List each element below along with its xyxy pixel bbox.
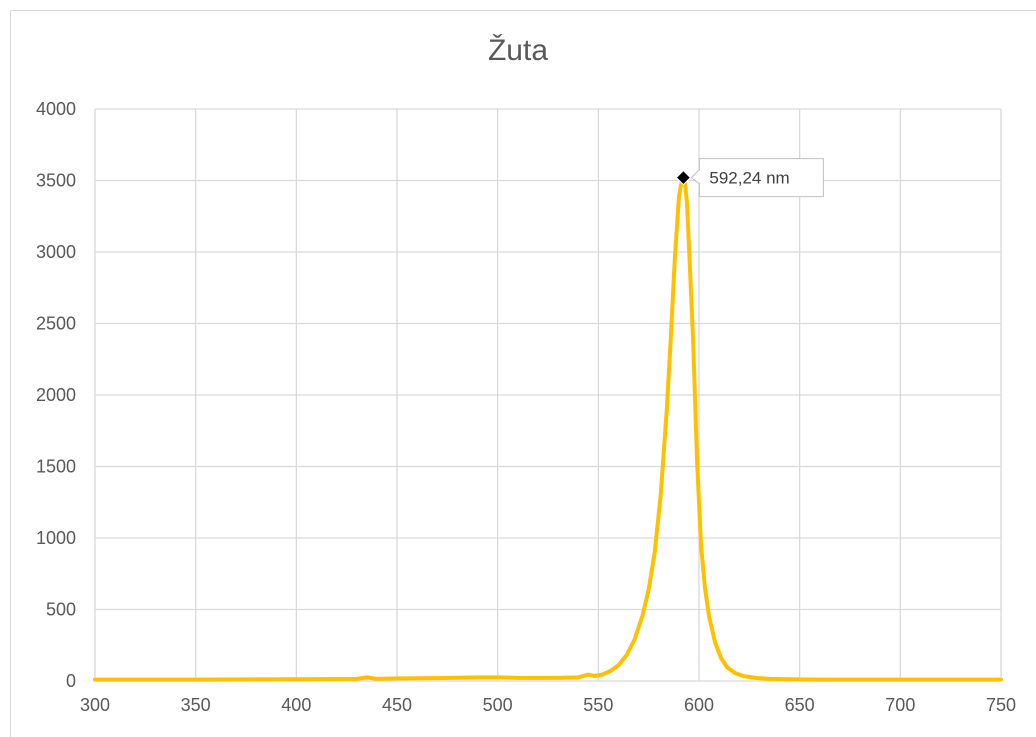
x-tick-label: 700: [885, 695, 915, 715]
y-tick-label: 3500: [36, 171, 76, 191]
x-tick-label: 450: [382, 695, 412, 715]
chart-title: Žuta: [487, 34, 549, 67]
x-tick-label: 350: [181, 695, 211, 715]
x-tick-label: 300: [80, 695, 110, 715]
y-tick-label: 500: [46, 600, 76, 620]
annotation-box: [698, 158, 824, 198]
y-tick-label: 2500: [36, 314, 76, 334]
y-tick-label: 2000: [36, 385, 76, 405]
chart-frame: [10, 10, 1036, 737]
annotation-label: 592,24 nm: [709, 169, 789, 188]
x-tick-label: 500: [483, 695, 513, 715]
annotation-pointer: [690, 168, 700, 185]
y-tick-label: 1500: [36, 457, 76, 477]
x-tick-label: 600: [684, 695, 714, 715]
x-tick-label: 750: [986, 695, 1016, 715]
y-tick-label: 4000: [36, 99, 76, 119]
series-line: [93, 175, 1003, 682]
y-tick-label: 0: [66, 671, 76, 691]
x-tick-label: 550: [583, 695, 613, 715]
y-tick-label: 1000: [36, 528, 76, 548]
x-tick-label: 650: [785, 695, 815, 715]
y-tick-label: 3000: [36, 242, 76, 262]
x-tick-label: 400: [281, 695, 311, 715]
peak-marker: [675, 169, 692, 186]
